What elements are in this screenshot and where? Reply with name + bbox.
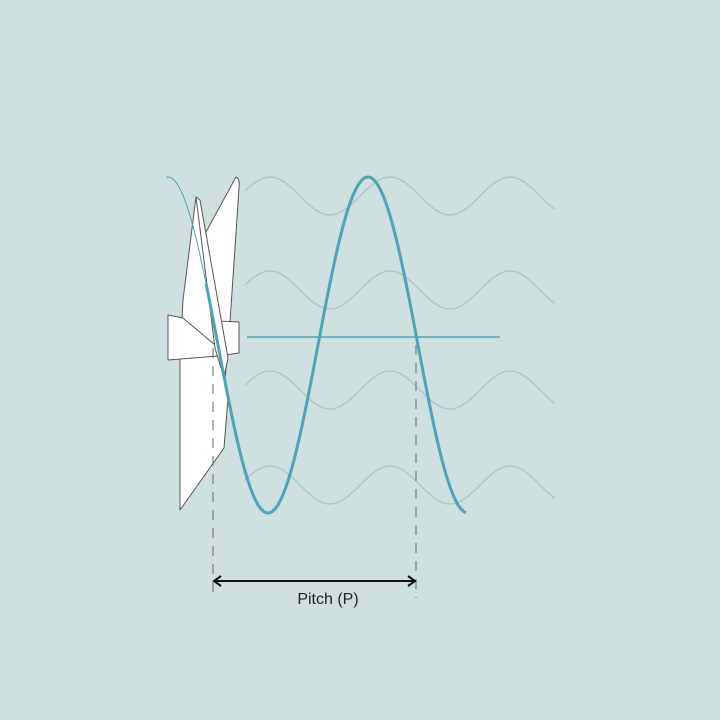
helix-path-start bbox=[165, 176, 207, 284]
background-wave bbox=[244, 465, 556, 505]
background-wave bbox=[244, 176, 556, 216]
background-wave bbox=[244, 270, 556, 310]
propeller-icon bbox=[167, 176, 240, 511]
pitch-label: Pitch (P) bbox=[297, 591, 358, 608]
background-waves bbox=[244, 176, 556, 505]
double-arrow-icon bbox=[212, 575, 417, 587]
helix-path bbox=[204, 175, 467, 515]
background-wave bbox=[244, 370, 556, 410]
